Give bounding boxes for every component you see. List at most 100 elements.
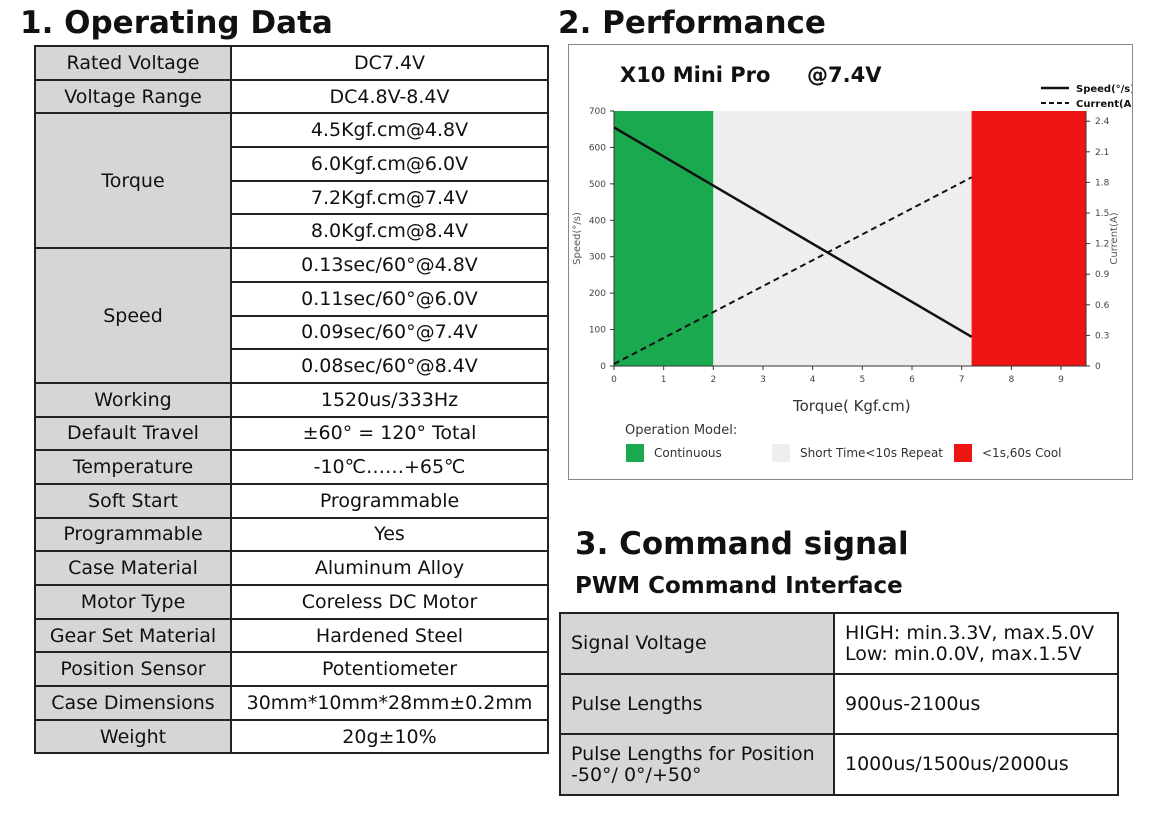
cmd-row-pulse-lengths: Pulse Lengths 900us-2100us: [559, 673, 1119, 735]
command-signal-table: Signal Voltage HIGH: min.3.3V, max.5.0V …: [559, 612, 1119, 796]
y-tick-label: 600: [589, 143, 606, 153]
spec-label: Working: [34, 381, 232, 418]
spec-value: 0.11sec/60°@6.0V: [230, 280, 549, 317]
zone-legend-swatch-3: [954, 444, 972, 462]
spec-value: 0.09sec/60°@7.4V: [230, 314, 549, 351]
x-tick-label: 0: [611, 375, 617, 385]
spec-value: Programmable: [230, 482, 549, 519]
cmd-value-line: Low: min.0.0V, max.1.5V: [845, 642, 1082, 665]
spec-label: Weight: [34, 718, 232, 755]
command-signal-title: 3. Command signal: [575, 526, 909, 562]
spec-row-speed: 0.09sec/60°@7.4V: [35, 314, 549, 351]
cmd-label-line: Signal Voltage: [571, 632, 707, 655]
spec-row-position-sensor: Position Sensor Potentiometer: [34, 651, 549, 688]
spec-value: 30mm*10mm*28mm±0.2mm: [230, 685, 549, 721]
x-tick-label: 5: [859, 375, 865, 385]
y2-axis-label: Current(A): [1109, 212, 1120, 264]
spec-value: DC4.8V-8.4V: [230, 78, 549, 115]
spec-value: DC7.4V: [230, 45, 549, 81]
spec-value: Yes: [230, 516, 549, 553]
spec-row-default-travel: Default Travel ±60° = 120° Total: [34, 415, 549, 452]
y2-tick-label: 2.1: [1095, 148, 1109, 158]
cmd-value: 1000us/1500us/2000us: [833, 733, 1119, 796]
spec-label: Rated Voltage: [34, 45, 232, 81]
y2-tick-label: 2.4: [1095, 117, 1110, 127]
zone-legend-label-1: Continuous: [654, 446, 722, 460]
spec-row-voltage-range: Voltage Range DC4.8V-8.4V: [34, 78, 549, 115]
spec-row-gear-set-material: Gear Set Material Hardened Steel: [34, 617, 549, 654]
x-tick-label: 7: [959, 375, 965, 385]
zone-band-2: [713, 111, 972, 366]
spec-label: Programmable: [34, 516, 232, 553]
spec-value: Coreless DC Motor: [230, 584, 549, 620]
chart-title: X10 Mini Pro: [620, 63, 770, 87]
spec-value: 7.2Kgf.cm@7.4V: [230, 179, 549, 216]
spec-row-working: Working 1520us/333Hz: [34, 381, 549, 418]
cmd-label-line: Pulse Lengths for Position: [571, 742, 815, 765]
cmd-value-line: 1000us/1500us/2000us: [845, 753, 1069, 776]
spec-value: Aluminum Alloy: [230, 550, 549, 586]
spec-value: 4.5Kgf.cm@4.8V: [230, 112, 549, 149]
y-tick-label: 400: [589, 216, 606, 226]
spec-row-soft-start: Soft Start Programmable: [34, 482, 549, 519]
spec-value: 1520us/333Hz: [230, 381, 549, 418]
cmd-label: Pulse Lengths for Position -50°/ 0°/+50°: [559, 733, 835, 796]
cmd-value-line: 900us-2100us: [845, 692, 981, 715]
cmd-row-signal-voltage: Signal Voltage HIGH: min.3.3V, max.5.0V …: [559, 612, 1119, 675]
x-tick-label: 1: [661, 375, 667, 385]
spec-row-programmable: Programmable Yes: [34, 516, 549, 553]
y2-tick-label: 1.5: [1095, 209, 1109, 219]
cmd-row-pulse-lengths-position: Pulse Lengths for Position -50°/ 0°/+50°…: [559, 733, 1119, 796]
spec-row-case-material: Case Material Aluminum Alloy: [34, 550, 549, 586]
spec-row-speed: 0.08sec/60°@8.4V: [35, 348, 549, 384]
spec-label: Gear Set Material: [34, 617, 232, 654]
spec-value: -10℃……+65℃: [230, 449, 549, 485]
y-tick-label: 500: [589, 180, 606, 190]
spec-label: Case Dimensions: [34, 685, 232, 721]
zone-legend-label-3: <1s,60s Cool: [982, 446, 1062, 460]
x-tick-label: 9: [1058, 375, 1064, 385]
spec-value: 6.0Kgf.cm@6.0V: [230, 146, 549, 182]
y-tick-label: 300: [589, 253, 606, 263]
zone-legend-label-2: Short Time<10s Repeat: [800, 446, 943, 460]
spec-row-speed: Speed 0.13sec/60°@4.8V: [34, 247, 549, 384]
spec-label: Torque: [34, 112, 232, 250]
y-axis-label: Speed(°/s): [572, 212, 583, 265]
y2-tick-label: 0: [1095, 362, 1101, 372]
spec-value: Hardened Steel: [230, 617, 549, 654]
cmd-label-line: -50°/ 0°/+50°: [571, 763, 702, 786]
current-series-line: [613, 176, 973, 365]
speed-series-line: [613, 126, 973, 338]
spec-value: ±60° = 120° Total: [230, 415, 549, 452]
performance-chart-frame: X10 Mini Pro @7.4V 0 100 200 300 400 500 600 700 0…: [568, 44, 1133, 480]
spec-row-rated-voltage: Rated Voltage DC7.4V: [34, 45, 549, 81]
spec-value: 8.0Kgf.cm@8.4V: [230, 213, 549, 250]
x-tick-label: 8: [1008, 375, 1014, 385]
cmd-label: Signal Voltage: [559, 612, 835, 675]
y2-tick-label: 0.6: [1095, 301, 1110, 311]
spec-label: Position Sensor: [34, 651, 232, 688]
operating-data-table: Rated Voltage DC7.4V Voltage Range DC4.8…: [34, 45, 549, 755]
performance-chart: X10 Mini Pro @7.4V01002003004005006007000…: [572, 63, 1132, 462]
x-tick-label: 4: [810, 375, 816, 385]
zone-band-3: [971, 111, 1086, 366]
legend-current-label: Current(A): [1076, 99, 1132, 110]
y-tick-label: 200: [589, 289, 606, 299]
y2-tick-label: 1.2: [1095, 240, 1109, 250]
y-tick-label: 700: [589, 107, 606, 117]
x-tick-label: 2: [710, 375, 716, 385]
spec-row-torque: 8.0Kgf.cm@8.4V: [35, 213, 549, 250]
spec-row-torque: 6.0Kgf.cm@6.0V: [35, 146, 549, 182]
zone-legend-title: Operation Model:: [625, 423, 737, 438]
cmd-label-line: Pulse Lengths: [571, 692, 703, 715]
spec-row-motor-type: Motor Type Coreless DC Motor: [34, 584, 549, 620]
chart-subtitle: @7.4V: [807, 63, 882, 87]
spec-row-weight: Weight 20g±10%: [34, 718, 549, 755]
y2-tick-label: 0.3: [1095, 331, 1109, 341]
x-tick-label: 3: [760, 375, 766, 385]
spec-row-speed: 0.11sec/60°@6.0V: [35, 280, 549, 317]
spec-label: Case Material: [34, 550, 232, 586]
y2-tick-label: 1.8: [1095, 178, 1110, 188]
spec-label: Motor Type: [34, 584, 232, 620]
spec-label: Temperature: [34, 449, 232, 485]
